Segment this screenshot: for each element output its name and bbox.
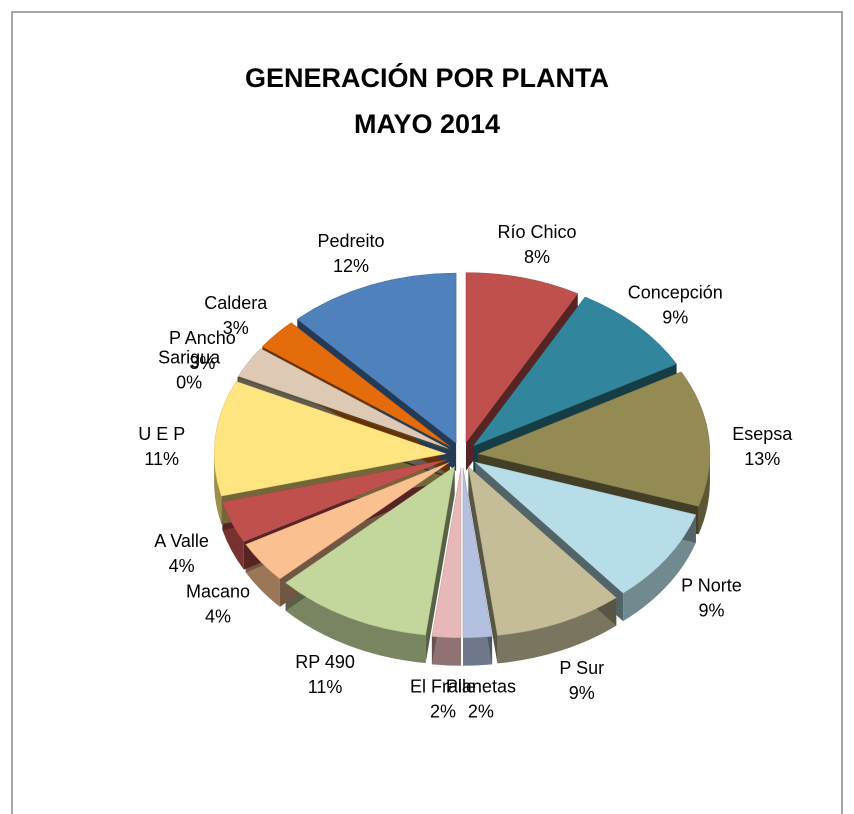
chart-title: GENERACIÓN POR PLANTA: [245, 62, 609, 93]
slice: [462, 467, 493, 639]
slice-value-label: 13%: [744, 449, 780, 469]
slice-side: [497, 597, 617, 664]
slice-label: Río Chico: [497, 222, 576, 242]
slice-label: P Norte: [681, 576, 742, 596]
slice: [213, 381, 448, 497]
slice-label: Sarigua: [158, 347, 221, 367]
slice-label: Esepsa: [732, 424, 793, 444]
frame: [11, 11, 843, 814]
slice: [472, 296, 678, 447]
slice-value-label: 3%: [223, 318, 249, 338]
slice-value-label: 11%: [308, 677, 343, 697]
slice-value-label: 4%: [205, 607, 231, 627]
slice-value-label: 8%: [524, 247, 550, 267]
slice-label: U E P: [138, 424, 185, 444]
slice-side: [285, 582, 426, 664]
slice: [237, 376, 448, 450]
slice: [431, 467, 462, 639]
slice-value-label: 9%: [569, 683, 595, 703]
slice: [261, 322, 451, 447]
slice-label: A Valle: [154, 531, 209, 551]
slice-side: [214, 453, 222, 525]
slice-side: [463, 636, 493, 666]
slice-label: RP 490: [295, 652, 355, 672]
slice-label: Concepción: [628, 282, 723, 302]
slice-label: Planetas: [446, 676, 516, 696]
slice-value-label: 11%: [144, 449, 179, 469]
slice-label: Caldera: [204, 293, 268, 313]
slice-value-label: 9%: [662, 307, 688, 327]
slice: [475, 461, 697, 594]
slice: [245, 462, 450, 580]
slice-label: El Fraile: [410, 676, 476, 696]
slice: [467, 466, 617, 636]
slice: [285, 465, 456, 636]
slice-label: P Ancho: [169, 328, 236, 348]
slice-value-label: 4%: [169, 556, 195, 576]
slice: [477, 371, 711, 507]
slice-value-label: 12%: [333, 256, 369, 276]
slice-value-label: 0%: [176, 372, 202, 392]
slice-wall: [473, 296, 677, 474]
slice: [465, 272, 579, 444]
slice-value-label: 2%: [468, 701, 494, 721]
slice-label: Macano: [186, 582, 250, 602]
slice: [296, 272, 457, 444]
slice-side: [623, 514, 696, 622]
slice-value-label: 3%: [189, 353, 215, 373]
slice-value-label: 9%: [698, 601, 724, 621]
slice: [237, 348, 449, 449]
slice-value-label: 2%: [430, 701, 456, 721]
slice-label: P Sur: [559, 658, 604, 678]
slice-label: Pedreito: [317, 231, 384, 251]
slice: [222, 459, 448, 542]
chart-subtitle: MAYO 2014: [354, 109, 500, 139]
slice-side: [698, 453, 710, 535]
slice-side: [431, 636, 461, 666]
